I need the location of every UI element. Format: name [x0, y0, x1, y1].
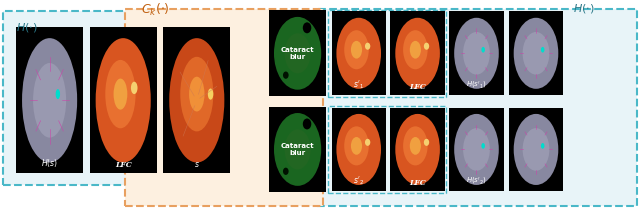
Ellipse shape — [403, 30, 428, 69]
Ellipse shape — [208, 88, 213, 100]
Ellipse shape — [365, 43, 371, 50]
Ellipse shape — [396, 114, 440, 185]
Ellipse shape — [454, 114, 499, 185]
Ellipse shape — [180, 57, 213, 131]
Text: $H(\cdot)$: $H(\cdot)$ — [573, 2, 595, 15]
FancyBboxPatch shape — [449, 11, 504, 95]
Text: $H(s)$: $H(s)$ — [41, 157, 58, 169]
Ellipse shape — [274, 17, 321, 90]
Text: LFC: LFC — [409, 83, 426, 91]
Ellipse shape — [283, 168, 289, 175]
Ellipse shape — [106, 60, 136, 128]
Ellipse shape — [463, 128, 490, 171]
Ellipse shape — [189, 77, 205, 112]
Text: $s'_2$: $s'_2$ — [353, 175, 364, 187]
Ellipse shape — [514, 18, 558, 89]
Ellipse shape — [274, 113, 321, 186]
Ellipse shape — [410, 137, 421, 155]
Text: $s'_1$: $s'_1$ — [353, 78, 364, 91]
FancyBboxPatch shape — [90, 27, 157, 173]
Ellipse shape — [131, 82, 138, 94]
Ellipse shape — [337, 18, 381, 89]
Ellipse shape — [481, 143, 485, 149]
Ellipse shape — [95, 38, 151, 163]
Text: $H(s'_1)$: $H(s'_1)$ — [466, 80, 487, 91]
FancyBboxPatch shape — [317, 9, 637, 206]
Ellipse shape — [463, 32, 490, 75]
FancyBboxPatch shape — [328, 106, 446, 193]
Text: $C_k(\cdot)$: $C_k(\cdot)$ — [141, 2, 170, 18]
FancyBboxPatch shape — [3, 11, 230, 185]
Ellipse shape — [541, 47, 545, 53]
FancyBboxPatch shape — [16, 27, 83, 173]
Ellipse shape — [403, 126, 428, 166]
FancyBboxPatch shape — [269, 10, 326, 96]
FancyBboxPatch shape — [125, 9, 323, 206]
Ellipse shape — [410, 41, 421, 59]
FancyBboxPatch shape — [509, 108, 563, 191]
Ellipse shape — [33, 63, 66, 138]
Ellipse shape — [541, 143, 545, 149]
Ellipse shape — [424, 139, 429, 146]
Ellipse shape — [285, 33, 310, 73]
Ellipse shape — [514, 114, 558, 185]
Ellipse shape — [344, 30, 369, 69]
Ellipse shape — [337, 114, 381, 185]
Ellipse shape — [344, 126, 369, 166]
Ellipse shape — [351, 137, 362, 155]
Text: LFC: LFC — [409, 179, 426, 187]
Ellipse shape — [523, 128, 549, 171]
Text: LFC: LFC — [115, 161, 132, 169]
FancyBboxPatch shape — [509, 11, 563, 95]
Ellipse shape — [481, 47, 485, 53]
Ellipse shape — [22, 38, 77, 163]
Ellipse shape — [113, 79, 127, 110]
Ellipse shape — [169, 38, 225, 163]
Ellipse shape — [303, 119, 311, 129]
Ellipse shape — [365, 139, 371, 146]
FancyBboxPatch shape — [269, 107, 326, 192]
Ellipse shape — [396, 18, 440, 89]
FancyBboxPatch shape — [163, 27, 230, 173]
Text: $H(s'_2)$: $H(s'_2)$ — [466, 176, 487, 187]
Text: $H(\cdot)$: $H(\cdot)$ — [16, 21, 38, 34]
Text: Cataract
blur: Cataract blur — [281, 47, 314, 60]
Ellipse shape — [285, 129, 310, 169]
FancyBboxPatch shape — [332, 11, 386, 95]
FancyBboxPatch shape — [390, 11, 445, 95]
Ellipse shape — [303, 22, 311, 33]
FancyBboxPatch shape — [328, 10, 446, 97]
Ellipse shape — [351, 41, 362, 59]
Ellipse shape — [56, 89, 60, 99]
Text: Cataract
blur: Cataract blur — [281, 143, 314, 156]
Ellipse shape — [523, 32, 549, 75]
FancyBboxPatch shape — [332, 108, 386, 191]
FancyBboxPatch shape — [449, 108, 504, 191]
Text: $s$: $s$ — [194, 160, 200, 169]
Ellipse shape — [283, 71, 289, 79]
Ellipse shape — [424, 43, 429, 50]
Ellipse shape — [454, 18, 499, 89]
FancyBboxPatch shape — [390, 108, 445, 191]
